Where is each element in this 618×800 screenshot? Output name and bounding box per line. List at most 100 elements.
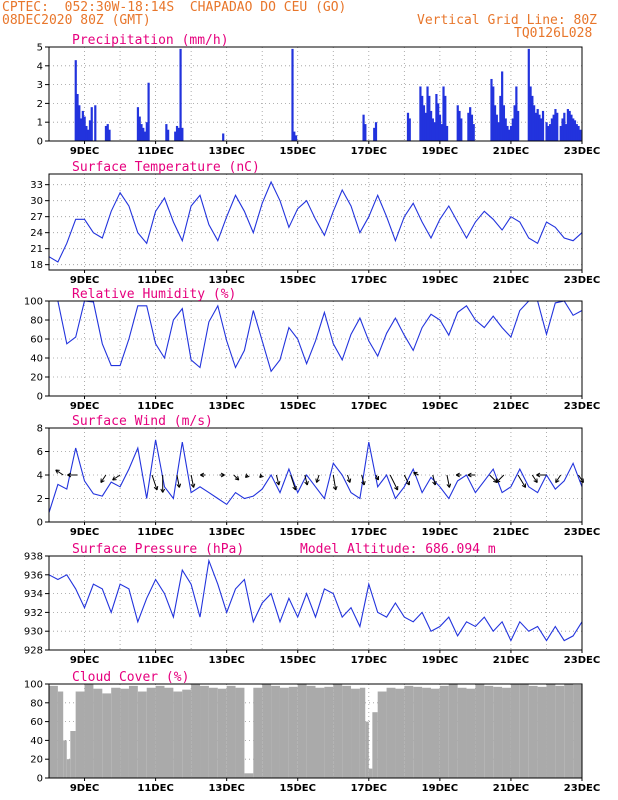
precip-bar <box>145 122 148 141</box>
xtick-label: 15DEC <box>280 146 316 157</box>
ytick-label: 60 <box>30 717 43 728</box>
precip-bar <box>424 112 427 141</box>
precip-bar <box>177 127 180 141</box>
precip-bar <box>504 118 507 141</box>
cloud-bar <box>555 685 565 778</box>
precip-bar <box>136 107 140 141</box>
cloud-bar <box>422 687 431 778</box>
cloud-bar <box>182 689 192 778</box>
precip-bar <box>577 125 580 141</box>
series-line-rh <box>49 300 583 373</box>
cloud-bar <box>315 687 325 778</box>
wind-arrow-head <box>555 478 560 483</box>
xtick-label: 17DEC <box>351 275 387 286</box>
cloud-bar <box>528 685 538 778</box>
precip-bar <box>406 112 410 141</box>
wind-arrow <box>304 474 308 486</box>
precip-bar <box>422 105 426 141</box>
ytick-label: 8 <box>37 424 43 435</box>
precip-bar <box>175 125 179 141</box>
wind-arrow-head <box>413 471 418 477</box>
xtick-label: 11DEC <box>137 527 173 538</box>
precip-bar <box>547 125 550 141</box>
cloud-bar <box>297 684 307 778</box>
precip-bar <box>531 95 534 141</box>
xtick-label: 19DEC <box>422 275 458 286</box>
precip-bar <box>76 94 79 141</box>
ytick-label: 1 <box>37 118 43 129</box>
wind-arrow-head <box>245 473 250 478</box>
xtick-label: 9DEC <box>70 655 99 666</box>
precip-bar <box>579 129 582 141</box>
precip-bar <box>573 120 577 141</box>
precip-bar <box>556 112 559 141</box>
header-grid-note: Vertical Grid Line: 80Z <box>417 13 598 28</box>
wind-arrow-head <box>112 476 117 481</box>
ytick-label: 936 <box>24 570 43 581</box>
wind-arrow <box>531 474 538 483</box>
cloud-bar <box>75 691 85 778</box>
wind-arrow-head <box>160 488 166 493</box>
cloud-bar <box>235 687 245 778</box>
precip-bar <box>143 131 147 141</box>
precip-bar <box>431 118 434 141</box>
ytick-label: 27 <box>30 212 43 223</box>
precip-bar <box>364 124 367 141</box>
wind-arrow-head <box>394 485 399 491</box>
wind-arrow-head <box>533 478 538 483</box>
xtick-label: 23DEC <box>564 655 600 666</box>
precip-bar <box>536 109 539 141</box>
panel-title-temp: Surface Temperature (nC) <box>72 160 260 175</box>
wind-arrow <box>403 474 410 486</box>
header-date: 08DEC2020 80Z (GMT) <box>2 13 151 28</box>
cloud-bar <box>493 686 503 778</box>
precip-bar <box>499 95 502 141</box>
precip-bar <box>419 86 422 141</box>
cloud-bar <box>368 768 373 778</box>
precip-bar <box>179 48 182 141</box>
cloud-bar <box>475 684 485 778</box>
precip-bar <box>374 122 378 141</box>
cloud-bar <box>502 687 511 778</box>
wind-arrow-head <box>304 481 309 486</box>
wind-arrow-head <box>100 478 105 483</box>
panel-precip: 0 1 2 3 4 5 9DEC 11DEC 13DEC 15DEC 17DEC 19DEC 21DEC… <box>37 33 601 157</box>
precip-bar <box>426 86 429 141</box>
wind-arrow <box>555 474 562 483</box>
ytick-label: 33 <box>30 180 43 191</box>
wind-arrow-head <box>176 483 182 488</box>
panel-title-cloud: Cloud Cover (%) <box>72 670 189 685</box>
panel-title-precip: Precipitation (mm/h) <box>72 33 229 48</box>
cloud-bar <box>128 685 138 778</box>
wind-arrow-head <box>315 478 320 483</box>
ytick-label: 80 <box>30 316 43 327</box>
panel-annotation-pres: Model Altitude: 686.094 m <box>300 542 496 557</box>
xtick-label: 21DEC <box>493 655 529 666</box>
ytick-label: 20 <box>30 373 43 384</box>
xtick-label: 15DEC <box>280 783 316 794</box>
precip-bar <box>94 105 97 141</box>
wind-arrow-head <box>446 483 452 488</box>
precip-bar <box>147 82 150 141</box>
ytick-label: 40 <box>30 354 43 365</box>
wind-arrow-head <box>405 480 410 486</box>
precip-bar <box>572 118 575 141</box>
precip-bar <box>517 110 520 141</box>
wind-arrow <box>446 474 450 488</box>
xtick-label: 9DEC <box>70 783 99 794</box>
plot-area <box>49 428 582 522</box>
wind-arrow-head <box>190 483 196 488</box>
xtick-label: 23DEC <box>564 401 600 412</box>
panel-title-pres: Surface Pressure (hPa) <box>72 542 244 557</box>
wind-arrow <box>347 474 351 483</box>
cloud-bar <box>351 688 360 778</box>
cloud-bar <box>208 687 218 778</box>
wind-arrow-head <box>521 483 527 488</box>
series-line-temp <box>48 180 583 263</box>
cloud-bar <box>324 686 334 778</box>
cloud-bar <box>537 686 547 778</box>
cloud-bar <box>93 688 103 778</box>
cloud-bar <box>466 688 476 778</box>
xtick-label: 11DEC <box>137 275 173 286</box>
plot-frame <box>48 46 583 142</box>
